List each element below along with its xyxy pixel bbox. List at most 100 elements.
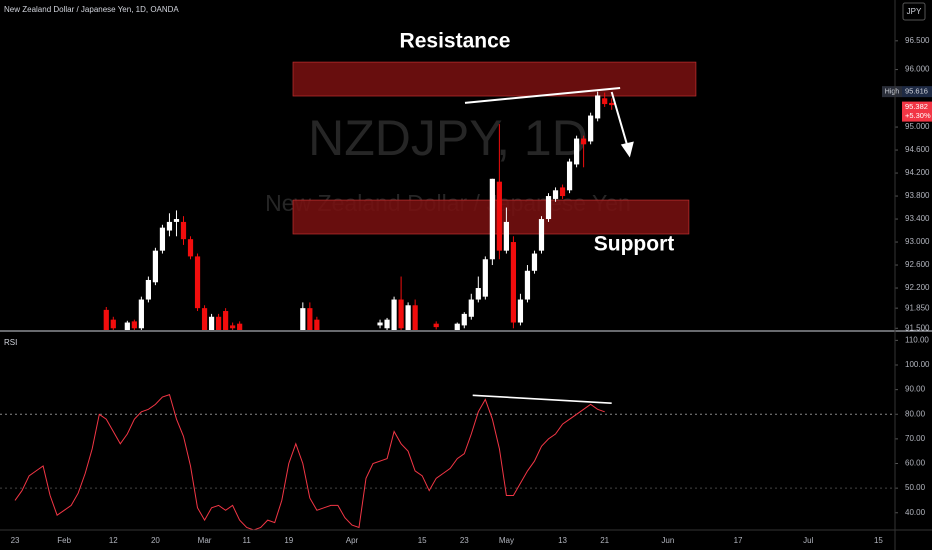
candle-body (110, 319, 116, 329)
candle-body (559, 187, 566, 197)
y-tick-label: 95.000 (905, 122, 930, 131)
rsi-tick-label: 70.00 (905, 434, 926, 443)
x-tick-label: 12 (109, 536, 118, 545)
x-tick-label: 13 (558, 536, 567, 545)
x-tick-label: 11 (243, 536, 252, 545)
candle-body (588, 115, 594, 142)
last-price-box (902, 101, 932, 122)
last-change: +5.30% (905, 111, 931, 120)
candle-body (201, 308, 208, 330)
x-tick-label: 20 (151, 536, 160, 545)
candle-body (405, 305, 411, 330)
candle-body (503, 221, 509, 251)
candle-body (307, 308, 313, 330)
x-tick-label: 17 (734, 536, 743, 545)
candle-body (545, 196, 552, 220)
candle-body (138, 299, 144, 329)
candle-body (384, 319, 390, 329)
y-tick-label: 92.200 (905, 283, 930, 292)
y-tick-label: 93.400 (905, 214, 930, 223)
high-value-box (902, 86, 932, 98)
x-tick-label: 15 (874, 536, 883, 545)
candle-body (602, 98, 608, 105)
candle-body (314, 319, 320, 330)
x-tick-label: Apr (346, 536, 359, 545)
rsi-tick-label: 110.00 (905, 335, 929, 344)
candle-body (187, 239, 194, 257)
high-label: High (885, 88, 900, 95)
candle-body (377, 322, 383, 326)
x-tick-label: Jun (661, 536, 674, 545)
rsi-tick-label: 100.00 (905, 360, 930, 369)
candle-body (152, 250, 159, 283)
candle-body (489, 178, 495, 260)
candle-body (510, 242, 517, 323)
axes: 96.500 96.000 95.000 94.600 94.200 93.800 93.4… (11, 36, 932, 545)
candle-body (517, 299, 524, 323)
high-value: 95.616 (905, 87, 928, 96)
candle-body (145, 279, 151, 300)
candle-body (194, 256, 201, 309)
y-tick-label: 91.500 (905, 323, 930, 332)
y-tick-label: 93.800 (905, 191, 930, 200)
x-tick-label: 21 (600, 536, 609, 545)
x-tick-label: 19 (284, 536, 293, 545)
candle-body (230, 325, 236, 329)
candle-body (461, 313, 467, 326)
candle-body (433, 323, 439, 328)
arrow-head (620, 141, 634, 158)
candle-body (595, 95, 601, 119)
candle-body (300, 308, 306, 330)
candle-body (552, 190, 559, 199)
y-tick-label: 92.600 (905, 260, 930, 269)
rsi-pane (0, 393, 895, 530)
rsi-trend-line (472, 394, 612, 404)
price-pane (103, 61, 697, 330)
candle-body (166, 221, 173, 231)
x-tick-label: 15 (418, 536, 427, 545)
candle-body (531, 253, 538, 271)
candle-body (581, 138, 587, 145)
candle-body (131, 321, 137, 329)
candle-body (468, 299, 474, 317)
zone-label: Support (594, 233, 674, 256)
candle-body (173, 219, 180, 222)
rsi-tick-label: 80.00 (905, 409, 926, 418)
rsi-line (14, 393, 605, 530)
candle-body (215, 316, 222, 330)
candle-body (538, 219, 545, 251)
candle-body (398, 299, 404, 329)
trend-line (464, 86, 621, 104)
currency[interactable]: JPY (907, 7, 922, 16)
rsi-title: RSI (4, 338, 17, 347)
x-tick-label: Feb (57, 536, 71, 545)
y-tick-label: 94.600 (905, 145, 930, 154)
x-tick-label: Mar (198, 536, 212, 545)
candle-body (223, 311, 229, 330)
y-tick-label: 91.850 (905, 303, 930, 312)
rsi-tick-label: 40.00 (905, 508, 926, 517)
x-tick-label: 23 (460, 536, 469, 545)
rsi-tick-label: 50.00 (905, 483, 926, 492)
x-tick-label: Jul (803, 536, 813, 545)
watermark: NZDJPY, 1D (308, 110, 588, 166)
candle-body (237, 323, 243, 330)
candle-body (496, 181, 502, 251)
candle-body (103, 309, 109, 330)
candle-body (391, 299, 397, 330)
candle-body (454, 323, 460, 330)
zone (292, 61, 697, 97)
symbol-title: New Zealand Dollar / Japanese Yen, 1D, O… (4, 5, 179, 14)
candle-body (412, 305, 418, 330)
high-label-box (882, 86, 902, 98)
y-tick-label: 96.500 (905, 36, 930, 45)
currency-box[interactable] (902, 2, 926, 21)
candle-body (124, 322, 130, 330)
zone-label: Resistance (400, 30, 511, 53)
candle-body (566, 161, 573, 191)
rsi-tick-label: 90.00 (905, 385, 926, 394)
candle-body (573, 138, 580, 165)
y-tick-label: 93.000 (905, 237, 930, 246)
candle-body (609, 102, 615, 106)
